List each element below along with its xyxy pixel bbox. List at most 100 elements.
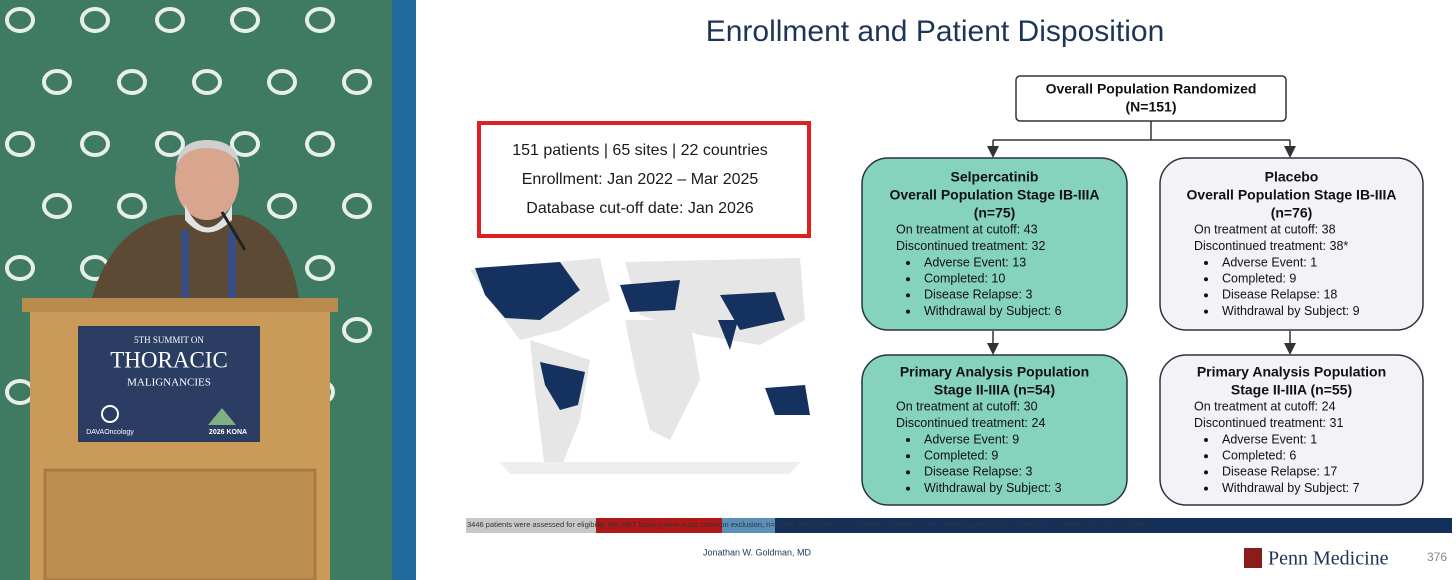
node-bullet: Completed: 6 (1222, 448, 1296, 462)
node-bullet: Disease Relapse: 17 (1222, 465, 1337, 479)
node-title: Selpercatinib (951, 169, 1039, 185)
node-title: Overall Population Stage IB-IIIA (889, 187, 1099, 203)
podium-sponsor: DAVAOncology (86, 429, 134, 436)
bullet-marker (1204, 454, 1208, 459)
backdrop-logo (42, 193, 72, 219)
backdrop-logo (80, 7, 110, 33)
node-line: On treatment at cutoff: 38 (1194, 222, 1336, 236)
node-title: (n=76) (1271, 205, 1313, 221)
node-bullet: Withdrawal by Subject: 6 (924, 304, 1062, 318)
node-line: On treatment at cutoff: 24 (1194, 399, 1336, 413)
node-title: (N=151) (1126, 99, 1177, 115)
backdrop-logo (342, 193, 372, 219)
podium-title: THORACIC (110, 347, 228, 372)
connectors (987, 121, 1296, 355)
backdrop-logo (305, 7, 335, 33)
backdrop-logo (117, 69, 147, 95)
node-line: Discontinued treatment: 38* (1194, 239, 1348, 253)
bullet-marker (906, 309, 910, 314)
node-title: Overall Population Randomized (1046, 81, 1257, 97)
backdrop-logo (305, 255, 335, 281)
bullet-marker (1204, 277, 1208, 282)
node-line: Discontinued treatment: 32 (896, 239, 1045, 253)
backdrop-logo (155, 7, 185, 33)
bullet-marker (1204, 261, 1208, 265)
highlights: 151 patients | 65 sites | 22 countries En… (512, 142, 768, 217)
node-title: Primary Analysis Population (1197, 364, 1386, 380)
node-bullet: Adverse Event: 13 (924, 255, 1026, 269)
node-bullet: Completed: 10 (924, 271, 1005, 285)
flow-node (1015, 75, 1287, 122)
backdrop-logo (230, 7, 260, 33)
node-bullet: Withdrawal by Subject: 9 (1222, 304, 1360, 318)
node-title: Stage II-IIIA (n=55) (1231, 382, 1352, 398)
bullet-marker (1204, 293, 1208, 298)
flow-node (861, 354, 1128, 506)
bullet-marker (906, 293, 910, 298)
node-bullet: Disease Relapse: 3 (924, 288, 1032, 302)
node-bullet: Adverse Event: 9 (924, 432, 1019, 446)
node-bullet: Withdrawal by Subject: 7 (1222, 481, 1360, 495)
bullet-marker (906, 486, 910, 491)
node-bullet: Completed: 9 (1222, 271, 1296, 285)
bullet-marker (1204, 309, 1208, 314)
backdrop-logo (155, 131, 185, 157)
backdrop-logo (342, 69, 372, 95)
node-title: Overall Population Stage IB-IIIA (1186, 187, 1396, 203)
footnote: 3446 patients were assessed for eligibil… (467, 520, 1150, 529)
node-line: Discontinued treatment: 31 (1194, 416, 1343, 430)
podium-event: 2026 KONA (209, 429, 247, 436)
flow-node (1159, 354, 1424, 506)
node-title: Stage II-IIIA (n=54) (934, 382, 1055, 398)
slide: Enrollment and Patient Disposition 151 p… (416, 0, 1456, 580)
slide-title: Enrollment and Patient Disposition (706, 15, 1165, 48)
backdrop-logo (80, 131, 110, 157)
backdrop-logo (192, 69, 222, 95)
backdrop-logo (117, 193, 147, 219)
presenter: Jonathan W. Goldman, MD (703, 547, 812, 557)
logo-shield (1244, 548, 1262, 568)
flow-node (861, 157, 1128, 331)
node-bullet: Adverse Event: 1 (1222, 432, 1317, 446)
highlight-line: 151 patients | 65 sites | 22 countries (512, 142, 768, 159)
node-bullet: Disease Relapse: 3 (924, 465, 1032, 479)
node-line: Discontinued treatment: 24 (896, 416, 1045, 430)
podium: 5TH SUMMIT ON THORACIC MALIGNANCIES DAVA… (22, 298, 338, 580)
bullet-marker (1204, 438, 1208, 442)
node-bullet: Withdrawal by Subject: 3 (924, 481, 1062, 495)
highlight-line: Database cut-off date: Jan 2026 (526, 200, 754, 217)
bullet-marker (1204, 470, 1208, 475)
node-bullet: Completed: 9 (924, 448, 998, 462)
node-line: On treatment at cutoff: 43 (896, 222, 1038, 236)
node-line: On treatment at cutoff: 30 (896, 399, 1038, 413)
backdrop-logo (342, 317, 372, 343)
flow-nodes: Overall Population Randomized (N=151) Selp… (861, 75, 1424, 506)
video-feed: 5TH SUMMIT ON THORACIC MALIGNANCIES DAVA… (0, 0, 392, 580)
backdrop-logo (267, 193, 297, 219)
page-number: 376 (1427, 550, 1447, 564)
backdrop-logo (5, 255, 35, 281)
highlight-box (477, 121, 811, 238)
bullet-marker (906, 470, 910, 475)
node-bullet: Disease Relapse: 18 (1222, 288, 1337, 302)
backdrop-logo (267, 69, 297, 95)
bullet-marker (906, 454, 910, 459)
backdrop-logo (5, 131, 35, 157)
node-title: Placebo (1265, 169, 1319, 185)
bullet-marker (1204, 486, 1208, 491)
backdrop-logo (305, 131, 335, 157)
world-map (470, 258, 810, 474)
divider (392, 0, 416, 580)
node-title: Primary Analysis Population (900, 364, 1089, 380)
bullet-marker (906, 261, 910, 265)
podium-subtitle: MALIGNANCIES (127, 377, 211, 389)
speaker (90, 140, 300, 305)
podium-edition: 5TH SUMMIT ON (134, 335, 204, 345)
bullet-marker (906, 438, 910, 442)
logo: Penn Medicine (1268, 548, 1389, 570)
bullet-marker (906, 277, 910, 282)
footnote-bar: 3446 patients were assessed for eligibil… (466, 518, 1452, 533)
node-bullet: Adverse Event: 1 (1222, 255, 1317, 269)
